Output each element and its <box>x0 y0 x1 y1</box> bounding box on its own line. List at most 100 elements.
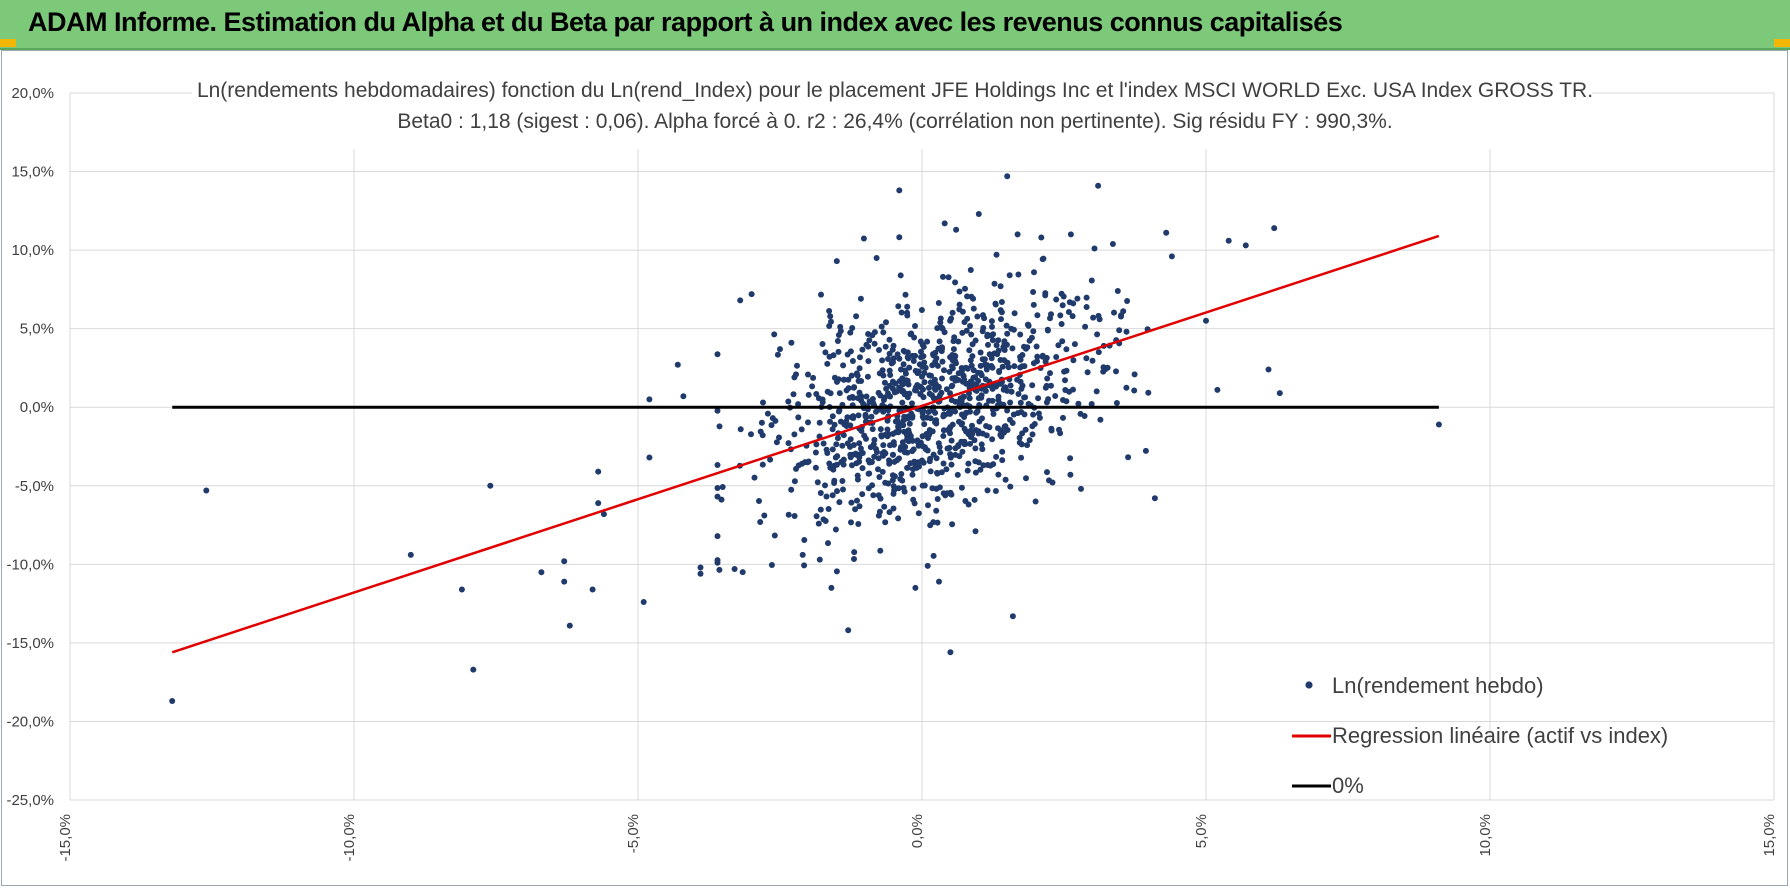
data-point <box>969 431 976 438</box>
data-point <box>893 388 900 395</box>
data-point <box>989 397 996 404</box>
data-point <box>1015 271 1022 278</box>
data-point <box>910 485 917 492</box>
data-point <box>826 323 833 329</box>
data-point <box>1060 414 1066 421</box>
data-point <box>1004 407 1011 414</box>
data-point <box>816 419 823 426</box>
data-point <box>849 325 856 331</box>
chart-frame: 20,0% 15,0% 10,0% 5,0% 0,0% -5,0% -10,0% -15,0%… <box>1 50 1788 886</box>
data-point <box>895 485 902 492</box>
data-point <box>902 291 909 298</box>
data-point <box>877 547 884 554</box>
data-point <box>1067 471 1074 478</box>
data-point <box>900 381 906 388</box>
data-point <box>933 419 939 426</box>
data-point <box>890 342 897 349</box>
data-point <box>885 356 891 362</box>
data-point <box>1104 364 1111 371</box>
data-point <box>798 426 805 433</box>
data-point <box>1022 394 1029 401</box>
data-point <box>949 363 955 370</box>
data-point <box>978 372 985 379</box>
data-point <box>827 390 834 397</box>
data-point <box>909 471 916 478</box>
data-point <box>934 519 941 526</box>
data-point <box>856 454 863 461</box>
data-point <box>901 413 908 420</box>
title-background <box>192 71 1592 149</box>
data-point <box>1057 430 1064 437</box>
y-tick-label: -15,0% <box>6 635 54 652</box>
data-point <box>849 462 855 469</box>
data-point <box>972 528 979 535</box>
data-point <box>1059 302 1066 309</box>
y-tick-label: -5,0% <box>15 478 54 495</box>
data-point <box>933 507 940 514</box>
data-point <box>458 586 465 593</box>
data-point <box>758 419 765 426</box>
data-point <box>969 422 975 429</box>
data-point <box>809 383 816 390</box>
data-point <box>1048 382 1054 389</box>
data-point <box>890 430 896 437</box>
data-point <box>1113 368 1119 375</box>
data-point <box>1094 331 1101 338</box>
data-point <box>487 482 494 489</box>
data-point <box>801 562 808 569</box>
data-point <box>822 518 829 524</box>
data-point <box>999 363 1006 370</box>
data-point <box>805 458 812 465</box>
data-point <box>1016 434 1023 441</box>
data-point <box>980 324 987 331</box>
chart-title: Ln(rendements hebdomadaires) fonction du… <box>197 79 1593 102</box>
data-point <box>538 569 545 576</box>
data-point <box>910 446 917 453</box>
data-point <box>837 418 844 425</box>
data-point <box>748 431 754 438</box>
data-point <box>822 349 829 356</box>
data-point <box>812 464 819 471</box>
data-point <box>918 307 925 313</box>
data-point <box>884 426 891 433</box>
data-point <box>911 334 918 341</box>
data-point <box>993 453 1000 460</box>
data-point <box>979 446 986 453</box>
data-point <box>1095 182 1102 189</box>
data-point <box>919 457 925 464</box>
data-point <box>470 666 477 673</box>
data-point <box>937 449 944 456</box>
data-point <box>884 433 891 440</box>
data-point <box>944 427 951 433</box>
data-point <box>801 537 808 543</box>
data-point <box>859 450 866 456</box>
data-point <box>927 468 934 475</box>
data-point <box>1034 353 1041 360</box>
data-point <box>883 319 889 326</box>
data-point <box>940 460 947 467</box>
data-point <box>850 442 857 448</box>
data-point <box>949 309 956 316</box>
data-point <box>865 343 872 350</box>
data-point <box>890 359 896 366</box>
data-point <box>794 362 800 369</box>
data-point <box>834 453 841 460</box>
data-point <box>840 461 847 468</box>
data-point <box>880 329 887 336</box>
data-point <box>760 399 766 406</box>
data-point <box>834 488 840 495</box>
data-point <box>1004 359 1011 366</box>
data-point <box>947 649 954 656</box>
data-point <box>1007 416 1013 423</box>
data-point <box>951 334 958 341</box>
data-point <box>900 484 907 491</box>
y-tick-label: 10,0% <box>11 242 54 259</box>
data-point <box>1052 393 1059 399</box>
data-point <box>871 453 878 460</box>
data-point <box>1030 411 1037 418</box>
data-point <box>1078 485 1084 492</box>
data-point <box>1125 454 1132 461</box>
data-point <box>962 498 969 504</box>
data-point <box>767 456 774 463</box>
data-point <box>1114 288 1121 294</box>
